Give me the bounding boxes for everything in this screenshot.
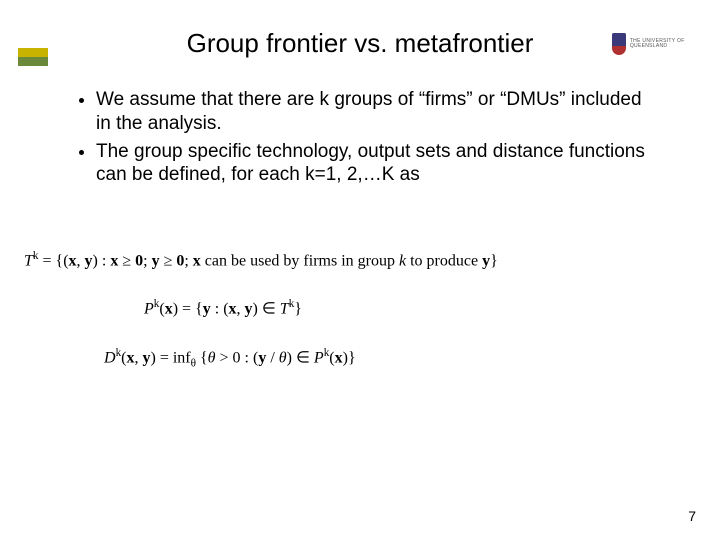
- eq-bold: y: [482, 252, 490, 269]
- eq-text: ,: [237, 301, 245, 318]
- equation-pk: Pk(x) = {y : (x, y) ∈ Tk}: [144, 298, 694, 318]
- eq-text: ) ∈: [253, 301, 280, 318]
- eq-text: ) ∈: [287, 349, 314, 366]
- eq-text: T: [24, 252, 33, 269]
- eq-text: can be used by firms in group: [201, 252, 399, 269]
- eq-text: ) :: [93, 252, 111, 269]
- list-item: We assume that there are k groups of “fi…: [96, 88, 660, 136]
- eq-text: D: [104, 349, 116, 366]
- eq-text: T: [280, 301, 289, 318]
- eq-bold: x: [229, 301, 237, 318]
- eq-text: P: [144, 301, 154, 318]
- eq-text: }: [348, 349, 356, 366]
- eq-text: P: [314, 349, 324, 366]
- eq-text: ,: [77, 252, 85, 269]
- eq-text: θ: [208, 349, 216, 366]
- content-area: We assume that there are k groups of “fi…: [72, 88, 660, 191]
- eq-text: inf: [173, 349, 191, 366]
- bullet-list: We assume that there are k groups of “fi…: [72, 88, 660, 187]
- eq-text: ≥: [118, 252, 135, 269]
- eq-text: > 0 : (: [216, 349, 259, 366]
- eq-bold: x: [193, 252, 201, 269]
- eq-text: /: [266, 349, 278, 366]
- eq-text: ) =: [173, 301, 195, 318]
- eq-text: ;: [184, 252, 192, 269]
- eq-text: θ: [279, 349, 287, 366]
- eq-text: : (: [211, 301, 229, 318]
- eq-text: ) =: [150, 349, 172, 366]
- eq-text: ≥: [160, 252, 177, 269]
- eq-bold: x: [165, 301, 173, 318]
- eq-text: {(: [56, 252, 69, 269]
- eq-text: }: [490, 252, 498, 269]
- university-logo: THE UNIVERSITY OF QUEENSLAND: [612, 30, 702, 58]
- eq-text: {: [196, 349, 208, 366]
- page-number: 7: [688, 508, 696, 524]
- list-item: The group specific technology, output se…: [96, 140, 660, 188]
- equation-tk: Tk = {(x, y) : x ≥ 0; y ≥ 0; x can be us…: [24, 250, 694, 270]
- eq-text: to produce: [406, 252, 482, 269]
- crest-icon: [612, 33, 626, 55]
- logo-text: THE UNIVERSITY OF QUEENSLAND: [630, 39, 702, 50]
- eq-text: {: [195, 301, 203, 318]
- eq-bold: x: [335, 349, 343, 366]
- eq-text: =: [39, 252, 56, 269]
- eq-bold: y: [203, 301, 211, 318]
- eq-bold: x: [69, 252, 77, 269]
- eq-bold: 0: [135, 252, 143, 269]
- eq-bold: y: [85, 252, 93, 269]
- eq-text: }: [294, 301, 302, 318]
- eq-bold: y: [152, 252, 160, 269]
- equations-block: Tk = {(x, y) : x ≥ 0; y ≥ 0; x can be us…: [24, 250, 694, 397]
- eq-text: ;: [143, 252, 151, 269]
- equation-dk: Dk(x, y) = infθ {θ > 0 : (y / θ) ∈ Pk(x)…: [104, 347, 694, 370]
- eq-bold: y: [245, 301, 253, 318]
